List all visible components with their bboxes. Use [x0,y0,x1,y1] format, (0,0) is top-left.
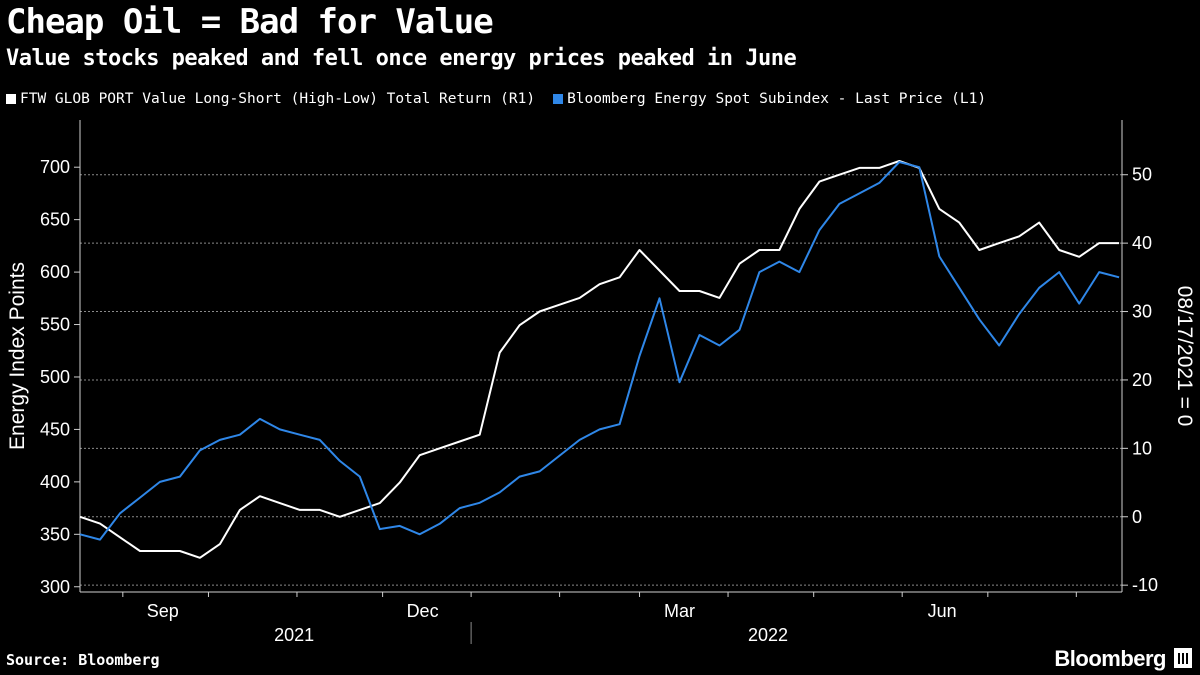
left-tick-label: 450 [40,419,70,439]
legend-item-value-long-short: FTW GLOB PORT Value Long-Short (High-Low… [6,91,535,107]
series-line-value-long-short [79,160,1120,559]
right-tick-label: 40 [1132,233,1152,253]
chart-subtitle: Value stocks peaked and fell once energy… [6,46,797,71]
right-tick-label: 10 [1132,438,1152,458]
source-note: Source: Bloomberg [6,651,160,669]
legend: FTW GLOB PORT Value Long-Short (High-Low… [6,91,986,107]
brand-logo: Bloomberg [1054,646,1166,671]
legend-label-value-long-short: FTW GLOB PORT Value Long-Short (High-Low… [20,91,536,107]
right-tick-label: -10 [1132,575,1158,595]
x-year-label: 2022 [748,625,788,645]
left-tick-label: 300 [40,577,70,597]
right-tick-label: 30 [1132,302,1152,322]
right-tick-label: 50 [1132,165,1152,185]
left-tick-label: 700 [40,157,70,177]
right-tick-label: 20 [1132,370,1152,390]
legend-swatch-blue [553,94,564,104]
x-month-label: Sep [147,601,179,621]
right-tick-label: 0 [1132,507,1142,527]
series-line-energy-index [79,161,1120,541]
left-tick-label: 350 [40,524,70,544]
legend-item-energy-index: Bloomberg Energy Spot Subindex - Last Pr… [553,91,986,107]
left-tick-label: 400 [40,472,70,492]
x-month-label: Mar [664,601,695,621]
left-tick-label: 550 [40,315,70,335]
left-axis-title: Energy Index Points [6,262,29,450]
legend-label-energy-index: Bloomberg Energy Spot Subindex - Last Pr… [567,91,987,107]
left-tick-label: 600 [40,262,70,282]
left-tick-label: 650 [40,210,70,230]
right-axis-title: 08/17/2021 = 0 [1173,286,1196,427]
legend-swatch-white [6,94,16,104]
chart-title: Cheap Oil = Bad for Value [6,2,494,42]
x-year-label: 2021 [274,625,314,645]
x-month-label: Jun [928,601,957,621]
x-month-label: Dec [407,601,439,621]
left-tick-label: 500 [40,367,70,387]
bloomberg-mark-icon [1174,648,1192,668]
